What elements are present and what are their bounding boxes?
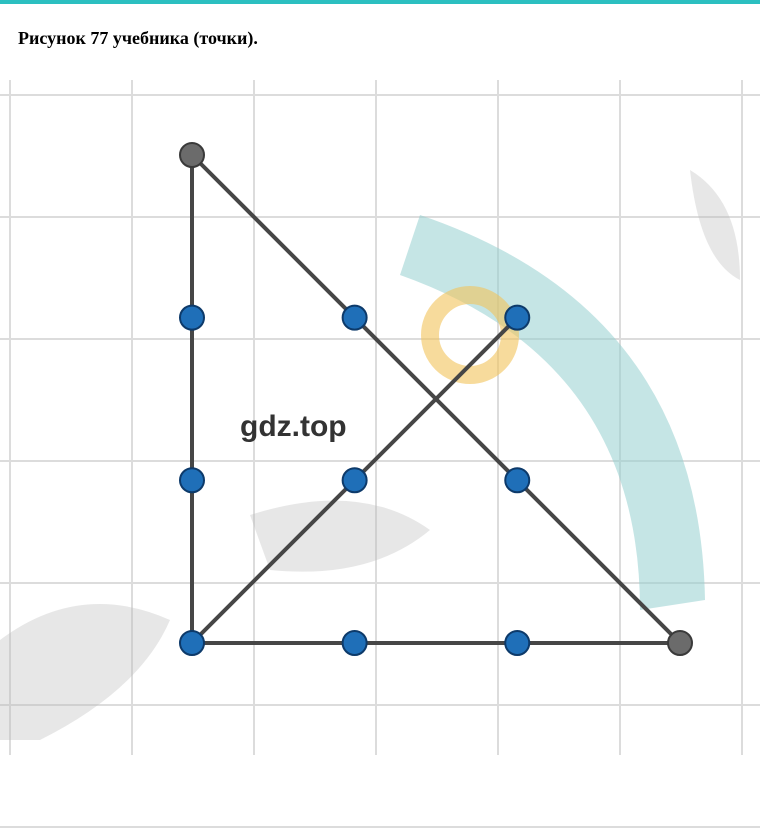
blue-grid-point bbox=[505, 631, 529, 655]
grid-area: gdz.top bbox=[0, 80, 760, 755]
blue-grid-point bbox=[343, 306, 367, 330]
watermark-text: gdz.top bbox=[240, 410, 347, 444]
blue-grid-point bbox=[180, 468, 204, 492]
gray-vertex-point bbox=[668, 631, 692, 655]
title-prefix: Рисунок bbox=[18, 28, 90, 48]
blue-grid-point bbox=[180, 306, 204, 330]
blue-grid-point bbox=[505, 306, 529, 330]
gray-vertex-point bbox=[180, 143, 204, 167]
blue-grid-point bbox=[343, 631, 367, 655]
blue-grid-point bbox=[343, 468, 367, 492]
title-number: 77 bbox=[90, 28, 108, 48]
geometry-diagram bbox=[0, 80, 760, 755]
blue-grid-point bbox=[180, 631, 204, 655]
title-suffix: учебника (точки). bbox=[108, 28, 258, 48]
top-accent-bar bbox=[0, 0, 760, 4]
figure-title: Рисунок 77 учебника (точки). bbox=[18, 28, 258, 49]
blue-grid-point bbox=[505, 468, 529, 492]
